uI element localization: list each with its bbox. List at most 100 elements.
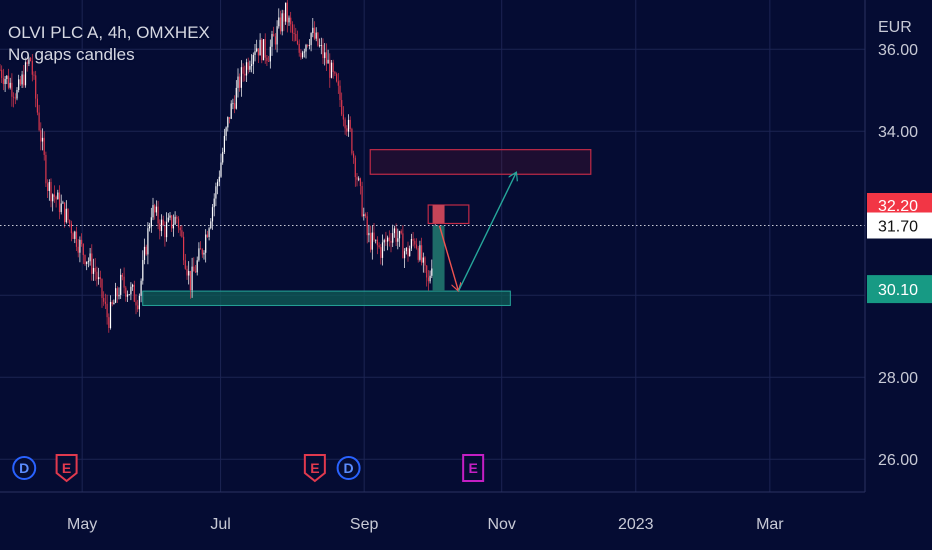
candle-body xyxy=(120,274,122,295)
earnings-future-event-icon[interactable] xyxy=(462,454,485,482)
price-axis[interactable] xyxy=(865,0,932,550)
candle-body xyxy=(249,66,251,70)
dividend-event-icon[interactable] xyxy=(336,456,361,480)
candle-body xyxy=(419,245,421,260)
candle-body xyxy=(228,117,231,119)
candle-body xyxy=(244,73,246,76)
projection-arrow-down[interactable] xyxy=(438,225,458,292)
candle-body xyxy=(313,27,316,39)
candle-body xyxy=(346,128,348,132)
candle-body xyxy=(123,276,125,288)
candle-body xyxy=(28,57,30,64)
candle-body xyxy=(55,196,57,200)
candle-body xyxy=(261,39,263,61)
entry-box[interactable] xyxy=(427,204,470,225)
candle-body xyxy=(400,231,402,234)
candle-body xyxy=(128,294,130,296)
candle-body xyxy=(392,233,394,243)
candle-body xyxy=(380,247,382,258)
candle-body xyxy=(373,232,375,240)
price-tick-label: 36.00 xyxy=(878,42,918,59)
indicator-label[interactable]: No gaps candles xyxy=(8,45,135,64)
candle-body xyxy=(358,178,360,180)
candle-body xyxy=(21,74,23,85)
candle-body xyxy=(370,233,372,250)
time-tick-label: Mar xyxy=(756,516,784,533)
candle-body xyxy=(84,255,86,264)
candle-body xyxy=(26,62,28,64)
candle-body xyxy=(109,301,112,328)
earnings-event-icon[interactable] xyxy=(55,454,78,483)
candle-body xyxy=(327,59,329,64)
candle-body xyxy=(143,246,146,260)
candle-body xyxy=(225,127,227,136)
candle-body xyxy=(376,239,378,246)
candle-body xyxy=(19,79,21,85)
candle-body xyxy=(194,271,197,273)
candle-body xyxy=(183,236,185,261)
last-candle-body[interactable] xyxy=(432,225,445,292)
candle-body xyxy=(421,245,423,263)
candle-body xyxy=(239,76,241,88)
candle-body xyxy=(381,242,384,258)
candle-body xyxy=(62,202,64,204)
candle-body xyxy=(91,253,93,274)
candle-body xyxy=(9,82,11,88)
candle-body xyxy=(285,2,287,22)
candle-body xyxy=(332,62,334,72)
candle-body xyxy=(0,69,1,71)
candle-body xyxy=(336,73,338,82)
last-price-label: 31.70 xyxy=(878,219,918,236)
candle-body xyxy=(201,249,203,255)
candle-body xyxy=(307,44,309,46)
candle-body xyxy=(300,52,302,58)
candle-body xyxy=(217,181,219,187)
support-zone[interactable] xyxy=(142,290,511,306)
candle-body xyxy=(330,62,333,78)
candle-body xyxy=(86,261,88,264)
chart-legend: OLVI PLC A, 4h, OMXHEX No gaps candles xyxy=(8,22,210,66)
candle-body xyxy=(274,36,276,45)
candle-body xyxy=(24,62,27,86)
dividend-event-icon[interactable] xyxy=(12,456,37,480)
candle-body xyxy=(414,240,416,245)
candle-body xyxy=(113,302,115,305)
candle-body xyxy=(186,268,188,276)
candle-body xyxy=(104,301,106,304)
candle-body xyxy=(324,52,326,59)
candle-body xyxy=(30,57,32,61)
candle-body xyxy=(409,248,411,257)
earnings-event-icon[interactable] xyxy=(303,454,326,483)
candle-body xyxy=(48,182,50,191)
candle-body xyxy=(230,103,232,119)
candle-body xyxy=(254,51,256,55)
candle-body xyxy=(388,237,390,242)
resistance-zone[interactable] xyxy=(369,149,592,175)
candle-body xyxy=(247,62,249,70)
price-tick-label: 34.00 xyxy=(878,124,918,141)
price-tick-label: 26.00 xyxy=(878,452,918,469)
candle-body xyxy=(35,75,37,99)
candle-body xyxy=(271,34,273,47)
candle-body xyxy=(245,62,248,76)
candle-body xyxy=(70,223,72,234)
candle-body xyxy=(431,268,433,276)
candle-body xyxy=(171,215,173,229)
candle-body xyxy=(50,182,52,202)
symbol-title[interactable]: OLVI PLC A, 4h, OMXHEX xyxy=(8,23,210,42)
candle-body xyxy=(41,137,44,142)
candle-body xyxy=(169,215,171,218)
last-candle-top xyxy=(432,205,445,224)
candle-body xyxy=(412,238,414,241)
candle-body xyxy=(18,79,20,90)
candle-body xyxy=(77,246,79,253)
target-price-label: 30.10 xyxy=(878,282,918,299)
candle-body xyxy=(359,178,361,187)
candle-body xyxy=(240,67,242,88)
candle-body xyxy=(310,33,312,46)
candle-body xyxy=(251,64,253,67)
candle-body xyxy=(33,74,35,76)
projection-arrow-up[interactable] xyxy=(457,172,516,292)
